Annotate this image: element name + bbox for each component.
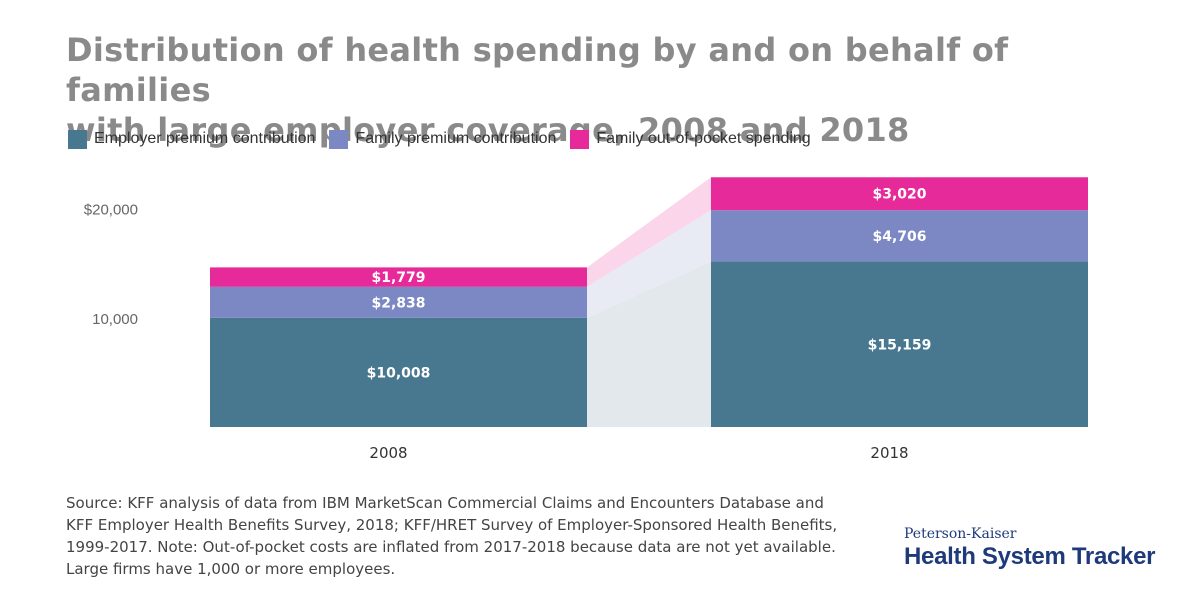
legend-item-oop: Family out-of-pocket spending bbox=[570, 129, 811, 149]
data-label-employer-2018: $15,159 bbox=[868, 337, 932, 353]
chart-title-line: with large employer coverage, 2008 and 2… bbox=[66, 111, 910, 149]
logo-line-top: Peterson-Kaiser bbox=[904, 526, 1017, 542]
chart-title: Distribution of health spending by and o… bbox=[66, 30, 1066, 150]
connector-band-family-premium bbox=[587, 210, 711, 318]
data-label-oop-2018: $3,020 bbox=[872, 187, 926, 203]
x-tick-label-2018: 2018 bbox=[870, 444, 908, 462]
connector-band-oop bbox=[587, 177, 711, 287]
legend-label-family-premium: Family premium contribution bbox=[355, 130, 557, 147]
chart-title-line: Distribution of health spending by and o… bbox=[66, 31, 1009, 109]
data-label-family-premium-2018: $4,706 bbox=[872, 229, 926, 245]
source-line: Large firms have 1,000 or more employees… bbox=[66, 560, 396, 578]
source-line: Source: KFF analysis of data from IBM Ma… bbox=[66, 494, 824, 512]
bar-segment-oop-2018 bbox=[711, 177, 1088, 211]
legend-label-employer: Employer premium contribution bbox=[94, 130, 316, 147]
data-label-employer-2008: $10,008 bbox=[367, 365, 431, 381]
legend-swatch-family-premium bbox=[329, 129, 349, 149]
bar-segment-oop-2008 bbox=[210, 267, 587, 287]
stacked-bar-chart: $10,008 $2,838 $1,779 2008 $15,159 $4,706 $3,0… bbox=[84, 177, 1088, 462]
logo-line-bottom: Health System Tracker bbox=[904, 543, 1156, 570]
peterson-kaiser-logo: Peterson-Kaiser Health System Tracker bbox=[904, 526, 1155, 572]
y-tick-label: $20,000 bbox=[84, 202, 138, 219]
source-note: Source: KFF analysis of data from IBM Ma… bbox=[66, 492, 866, 580]
legend-swatch-oop bbox=[570, 129, 590, 149]
data-label-oop-2008: $1,779 bbox=[371, 270, 425, 286]
legend-label-oop: Family out-of-pocket spending bbox=[596, 130, 811, 147]
bar-segment-family-premium-2018 bbox=[711, 210, 1088, 262]
legend-item-family-premium: Family premium contribution bbox=[329, 129, 557, 149]
source-line: 1999-2017. Note: Out-of-pocket costs are… bbox=[66, 538, 836, 556]
data-label-family-premium-2008: $2,838 bbox=[371, 295, 425, 311]
source-line: KFF Employer Health Benefits Survey, 201… bbox=[66, 516, 838, 534]
bar-segment-family-premium-2008 bbox=[210, 286, 587, 318]
connector-band-employer bbox=[587, 261, 711, 427]
bar-segment-employer-2018 bbox=[711, 261, 1088, 427]
bar-segment-employer-2008 bbox=[210, 317, 587, 427]
legend-swatch-employer bbox=[68, 129, 87, 149]
legend: Employer premium contribution Family pre… bbox=[68, 129, 825, 149]
legend-item-employer: Employer premium contribution bbox=[68, 129, 316, 149]
y-tick-label: 10,000 bbox=[92, 311, 138, 328]
x-tick-label-2008: 2008 bbox=[369, 444, 407, 462]
